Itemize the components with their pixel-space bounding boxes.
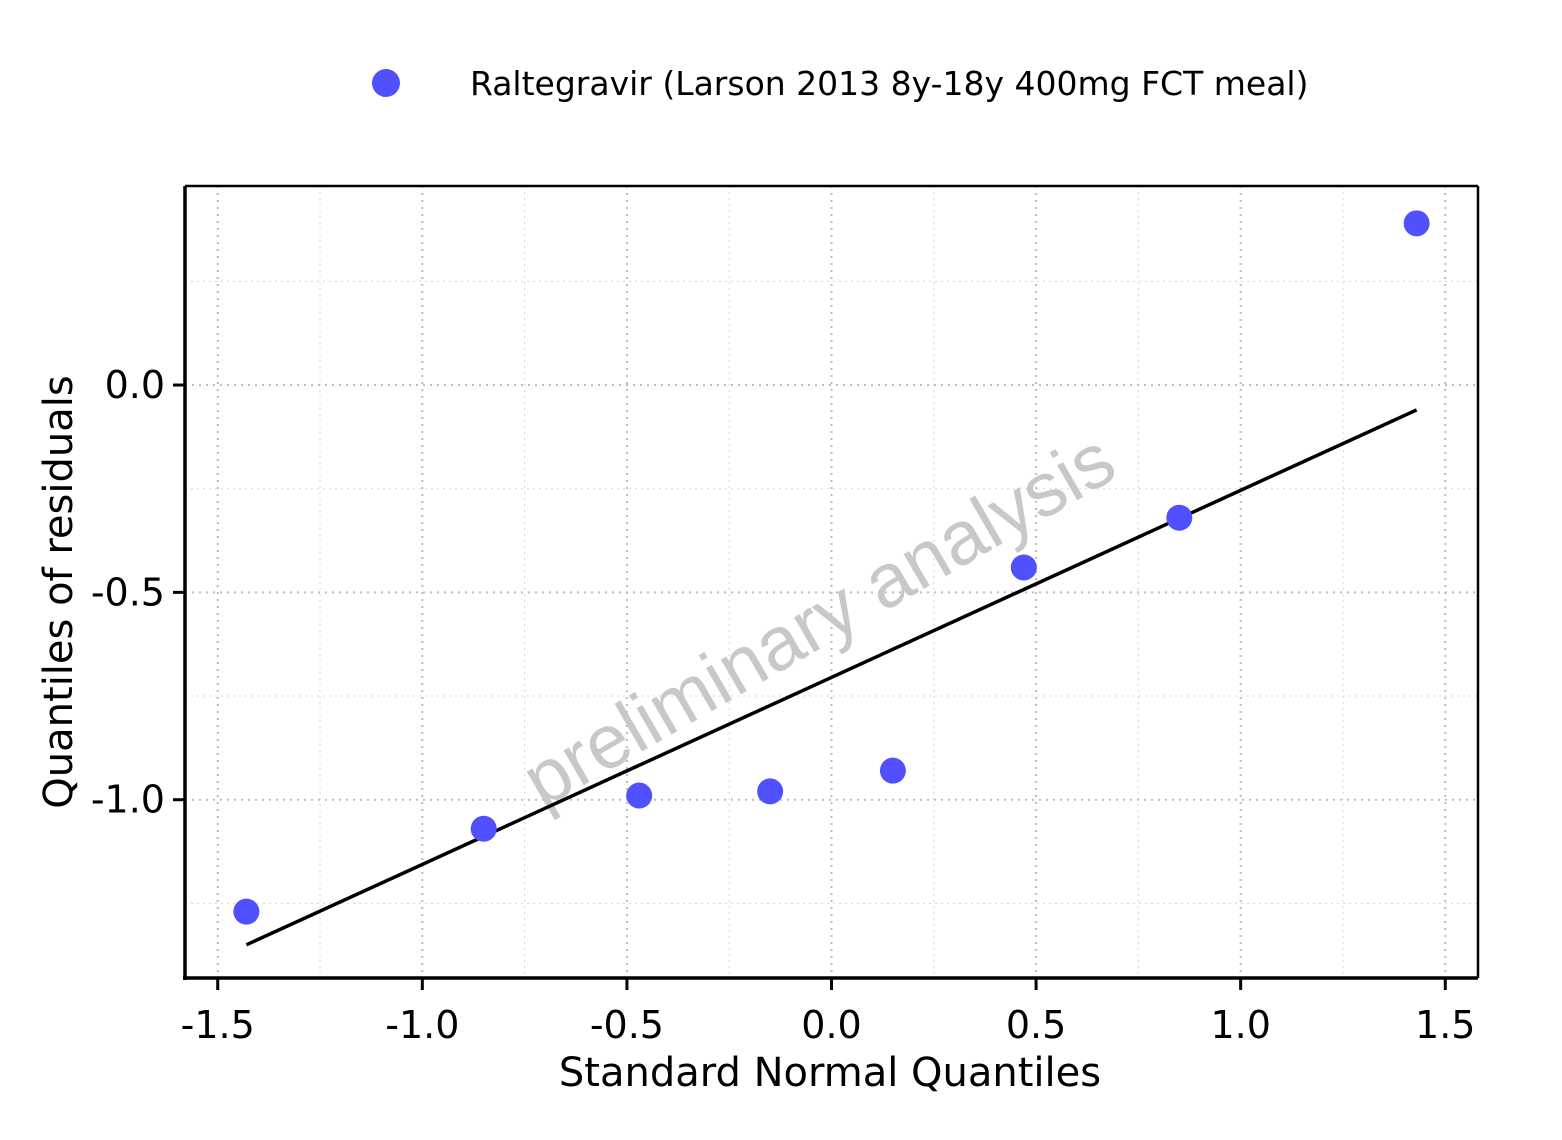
y-tick-labels: -1.0 -0.5 0.0 <box>91 363 165 822</box>
data-point <box>879 757 906 784</box>
data-point <box>470 815 497 842</box>
data-point <box>626 782 653 809</box>
data-point <box>1166 504 1193 531</box>
y-tick-label: -1.0 <box>91 778 165 822</box>
x-tick-label: 0.5 <box>1006 1003 1066 1047</box>
x-tick-label: -1.5 <box>181 1003 255 1047</box>
axes <box>173 184 1480 990</box>
qq-reference-line <box>245 408 1418 947</box>
legend-label: Raltegravir (Larson 2013 8y-18y 400mg FC… <box>470 64 1308 103</box>
legend-marker <box>372 69 400 97</box>
data-points <box>233 210 1430 925</box>
data-point <box>1403 210 1430 237</box>
reference-line-layer <box>245 408 1418 947</box>
data-point <box>233 898 260 925</box>
data-point <box>1010 554 1037 581</box>
x-tick-label: -1.0 <box>385 1003 459 1047</box>
y-tick-label: 0.0 <box>105 363 165 407</box>
x-tick-label: 1.5 <box>1415 1003 1475 1047</box>
data-point <box>757 778 784 805</box>
x-tick-label: 1.0 <box>1210 1003 1270 1047</box>
x-tick-label: -0.5 <box>590 1003 664 1047</box>
y-tick-label: -0.5 <box>91 570 165 614</box>
grid-lines <box>185 186 1478 978</box>
legend: Raltegravir (Larson 2013 8y-18y 400mg FC… <box>372 64 1308 103</box>
x-tick-label: 0.0 <box>801 1003 861 1047</box>
x-axis-title: Standard Normal Quantiles <box>559 1050 1101 1096</box>
x-tick-labels: -1.5 -1.0 -0.5 0.0 0.5 1.0 1.5 <box>181 1003 1476 1047</box>
y-axis-title: Quantiles of residuals <box>36 375 82 808</box>
